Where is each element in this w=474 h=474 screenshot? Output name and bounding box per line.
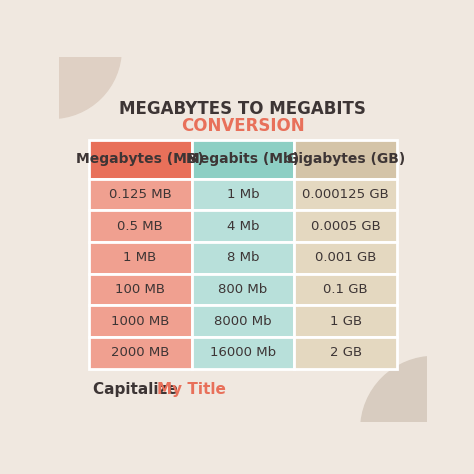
- FancyBboxPatch shape: [89, 210, 191, 242]
- Text: 1 MB: 1 MB: [124, 251, 157, 264]
- FancyBboxPatch shape: [294, 140, 397, 179]
- FancyBboxPatch shape: [294, 242, 397, 273]
- Text: Megabytes (MB): Megabytes (MB): [76, 152, 204, 166]
- Text: 16000 Mb: 16000 Mb: [210, 346, 276, 359]
- FancyBboxPatch shape: [89, 337, 191, 369]
- FancyBboxPatch shape: [89, 179, 191, 210]
- Text: Capitalize: Capitalize: [92, 382, 182, 397]
- Text: 2000 MB: 2000 MB: [111, 346, 169, 359]
- Text: My Title: My Title: [157, 382, 226, 397]
- FancyBboxPatch shape: [191, 305, 294, 337]
- Text: 0.0005 GB: 0.0005 GB: [311, 219, 381, 233]
- FancyBboxPatch shape: [191, 337, 294, 369]
- FancyBboxPatch shape: [294, 305, 397, 337]
- Text: 1 Mb: 1 Mb: [227, 188, 259, 201]
- Text: 0.000125 GB: 0.000125 GB: [302, 188, 389, 201]
- Text: 1000 MB: 1000 MB: [111, 315, 169, 328]
- FancyBboxPatch shape: [191, 140, 294, 179]
- Text: Gigabytes (GB): Gigabytes (GB): [287, 152, 405, 166]
- Text: 8000 Mb: 8000 Mb: [214, 315, 272, 328]
- FancyBboxPatch shape: [294, 179, 397, 210]
- FancyBboxPatch shape: [89, 273, 191, 305]
- Text: Megabits (Mb): Megabits (Mb): [186, 152, 300, 166]
- FancyBboxPatch shape: [89, 305, 191, 337]
- Text: 0.5 MB: 0.5 MB: [117, 219, 163, 233]
- FancyBboxPatch shape: [89, 140, 191, 179]
- FancyBboxPatch shape: [294, 337, 397, 369]
- Text: 0.001 GB: 0.001 GB: [315, 251, 376, 264]
- Circle shape: [0, 0, 121, 118]
- Text: 100 MB: 100 MB: [115, 283, 165, 296]
- Circle shape: [361, 356, 474, 474]
- FancyBboxPatch shape: [191, 179, 294, 210]
- FancyBboxPatch shape: [191, 210, 294, 242]
- FancyBboxPatch shape: [294, 273, 397, 305]
- FancyBboxPatch shape: [89, 242, 191, 273]
- FancyBboxPatch shape: [191, 273, 294, 305]
- Text: 0.1 GB: 0.1 GB: [323, 283, 368, 296]
- Text: 1 GB: 1 GB: [330, 315, 362, 328]
- Text: 0.125 MB: 0.125 MB: [109, 188, 172, 201]
- FancyBboxPatch shape: [294, 210, 397, 242]
- Text: 4 Mb: 4 Mb: [227, 219, 259, 233]
- Text: 800 Mb: 800 Mb: [219, 283, 267, 296]
- Text: 8 Mb: 8 Mb: [227, 251, 259, 264]
- Text: CONVERSION: CONVERSION: [181, 117, 305, 135]
- Text: MEGABYTES TO MEGABITS: MEGABYTES TO MEGABITS: [119, 100, 366, 118]
- FancyBboxPatch shape: [191, 242, 294, 273]
- Text: 2 GB: 2 GB: [330, 346, 362, 359]
